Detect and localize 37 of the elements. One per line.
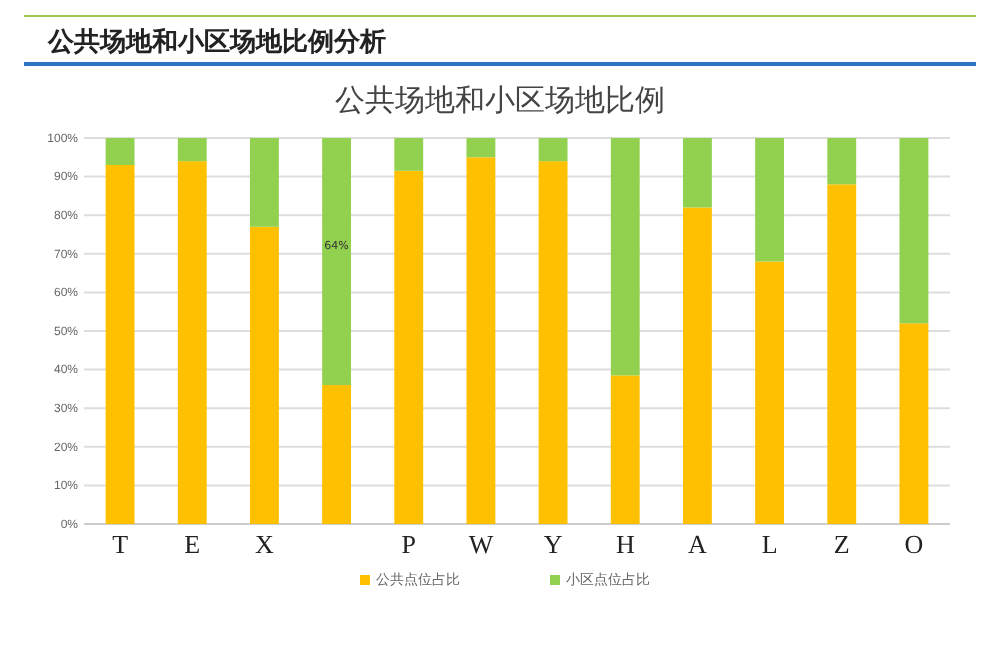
bar: [105, 138, 135, 166]
bar: [827, 138, 857, 185]
bar: [177, 161, 207, 524]
x-tick-label: P: [401, 529, 416, 560]
bar: [322, 138, 352, 386]
bar: [105, 165, 135, 524]
bar: [322, 385, 352, 524]
bar: [466, 157, 496, 524]
bar: [899, 323, 929, 524]
bar: [827, 184, 857, 524]
x-tick-label: Y: [543, 529, 564, 560]
chart-title: 公共场地和小区场地比例分析: [46, 26, 386, 58]
x-tick-label: O: [904, 529, 924, 560]
bar: [899, 138, 929, 324]
bar: [610, 375, 640, 524]
bar: [249, 226, 279, 524]
chart-subtitle: 公共场地和小区场地比例: [335, 82, 665, 118]
x-tick-label: T: [112, 529, 129, 560]
bar: [610, 138, 640, 376]
bar: [394, 170, 424, 524]
x-tick-label: H: [615, 529, 635, 560]
x-tick-label: W: [468, 529, 495, 560]
bar: [394, 138, 424, 171]
bar: [249, 138, 279, 227]
x-tick-label: Z: [833, 529, 850, 560]
bar: [755, 261, 785, 524]
bar: [682, 207, 712, 524]
bar: [538, 138, 568, 162]
bar: [177, 138, 207, 162]
bar: [538, 161, 568, 524]
x-tick-label: E: [184, 529, 201, 560]
bar: [466, 138, 496, 158]
x-tick-label: L: [761, 529, 778, 560]
bar: [682, 138, 712, 208]
bar: [755, 138, 785, 262]
x-tick-label: X: [255, 529, 276, 560]
x-tick-label: A: [688, 529, 709, 560]
